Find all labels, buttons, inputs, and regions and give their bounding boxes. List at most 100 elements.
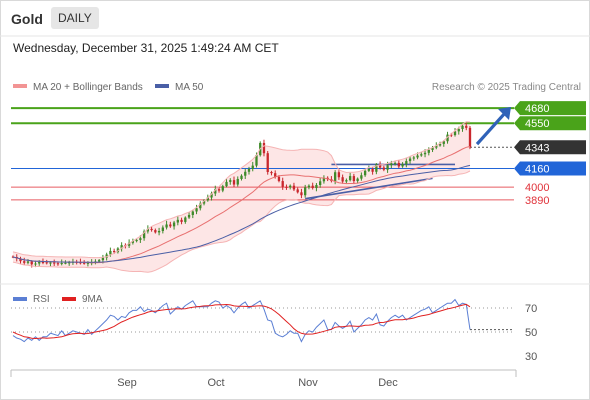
- candle-body: [176, 219, 179, 223]
- candle-body: [139, 238, 142, 240]
- candle-body: [285, 186, 288, 188]
- candle-body: [375, 164, 378, 172]
- candle-body: [337, 172, 341, 178]
- candle-body: [38, 262, 41, 264]
- candle-body: [41, 262, 45, 263]
- candle-body: [281, 181, 284, 187]
- candle-body: [101, 257, 105, 261]
- candle-body: [202, 200, 206, 204]
- candle-body: [199, 203, 202, 209]
- candle-body: [206, 197, 209, 201]
- level-label-4343: 4343: [525, 142, 549, 154]
- credit-label: Research © 2025 Trading Central: [432, 82, 581, 93]
- candle-body: [247, 168, 251, 172]
- candle-body: [292, 185, 296, 190]
- candle-body: [195, 208, 198, 212]
- rsi-legend-label: RSI: [33, 294, 50, 305]
- candle-body: [412, 157, 415, 159]
- candle-body: [68, 262, 71, 264]
- candle-body: [86, 262, 90, 264]
- candle-body: [49, 262, 52, 264]
- rsi-tick-70: 70: [525, 303, 537, 315]
- candle-body: [393, 162, 397, 164]
- ma50-legend-label: MA 50: [175, 82, 204, 93]
- level-label-4550: 4550: [525, 118, 549, 130]
- candle-body: [333, 172, 337, 182]
- bollinger-upper-line: [12, 121, 471, 259]
- candle-body: [322, 177, 326, 182]
- candle-body: [142, 231, 146, 239]
- candle-body: [450, 134, 453, 136]
- candle-body: [307, 185, 311, 188]
- candle-body: [53, 262, 56, 264]
- candle-body: [116, 248, 120, 253]
- candle-body: [453, 131, 457, 136]
- candle-body: [423, 152, 427, 155]
- rsi-legend-swatch: [13, 297, 27, 301]
- candle-body: [236, 178, 239, 185]
- candle-body: [442, 141, 445, 144]
- candle-body: [105, 254, 108, 258]
- candle-body: [191, 211, 194, 215]
- candle-body: [221, 186, 224, 191]
- candle-body: [397, 162, 400, 167]
- candle-body: [446, 134, 449, 142]
- candle-body: [30, 261, 33, 265]
- candle-body: [217, 189, 221, 191]
- rsi-panel: 70 50 30: [11, 298, 537, 363]
- level-label-box-4680: [514, 101, 586, 116]
- candle-body: [251, 165, 254, 169]
- candle-body: [232, 180, 236, 185]
- candle-body: [180, 219, 183, 222]
- asset-title: Gold: [11, 11, 43, 27]
- candle-body: [274, 173, 277, 177]
- candle-body: [378, 164, 382, 168]
- candle-body: [60, 263, 63, 265]
- ma50-line: [12, 164, 471, 263]
- level-label-4160: 4160: [525, 164, 549, 176]
- candle-body: [172, 222, 176, 227]
- forecast-arrow-shaft: [475, 110, 508, 146]
- timeframe-badge[interactable]: DAILY: [51, 7, 99, 29]
- candle-body: [427, 149, 430, 153]
- forecast-arrow-head: [498, 106, 511, 120]
- candle-body: [367, 168, 371, 171]
- level-label-box-4343: [514, 140, 586, 155]
- candle-body: [405, 161, 408, 165]
- candle-body: [154, 230, 157, 233]
- candle-body: [157, 230, 161, 233]
- candle-body: [187, 214, 191, 218]
- candle-body: [386, 165, 389, 170]
- datetime-label: Wednesday, December 31, 2025 1:49:24 AM …: [13, 41, 279, 55]
- rsi-ma9-line: [12, 303, 471, 340]
- candle-body: [300, 192, 303, 196]
- rsi-tick-30: 30: [525, 351, 537, 363]
- candle-body: [431, 147, 434, 150]
- candle-body: [363, 170, 367, 176]
- candle-body: [83, 262, 86, 264]
- candle-body: [408, 158, 412, 162]
- x-tick-dec: Dec: [378, 377, 398, 389]
- candle-body: [315, 185, 318, 189]
- candle-body: [352, 176, 356, 182]
- chart-header: Gold DAILY: [0, 0, 590, 36]
- candle-body: [371, 168, 374, 172]
- x-tick-sep: Sep: [117, 377, 137, 389]
- support-trendline: [305, 177, 433, 200]
- level-label-box-4160: [514, 161, 586, 176]
- ma9-legend-swatch: [62, 297, 76, 301]
- candle-body: [165, 224, 168, 228]
- candle-body: [356, 178, 359, 182]
- candle-body: [109, 250, 112, 255]
- candle-body: [56, 263, 60, 265]
- candle-body: [382, 167, 386, 170]
- candle-body: [468, 127, 472, 148]
- candle-body: [229, 180, 232, 182]
- candle-body: [289, 185, 292, 188]
- candle-body: [184, 217, 187, 222]
- candle-body: [461, 125, 464, 130]
- candle-body: [240, 175, 243, 179]
- candle-body: [45, 262, 48, 264]
- candle-body: [341, 177, 344, 182]
- candle-body: [34, 263, 37, 265]
